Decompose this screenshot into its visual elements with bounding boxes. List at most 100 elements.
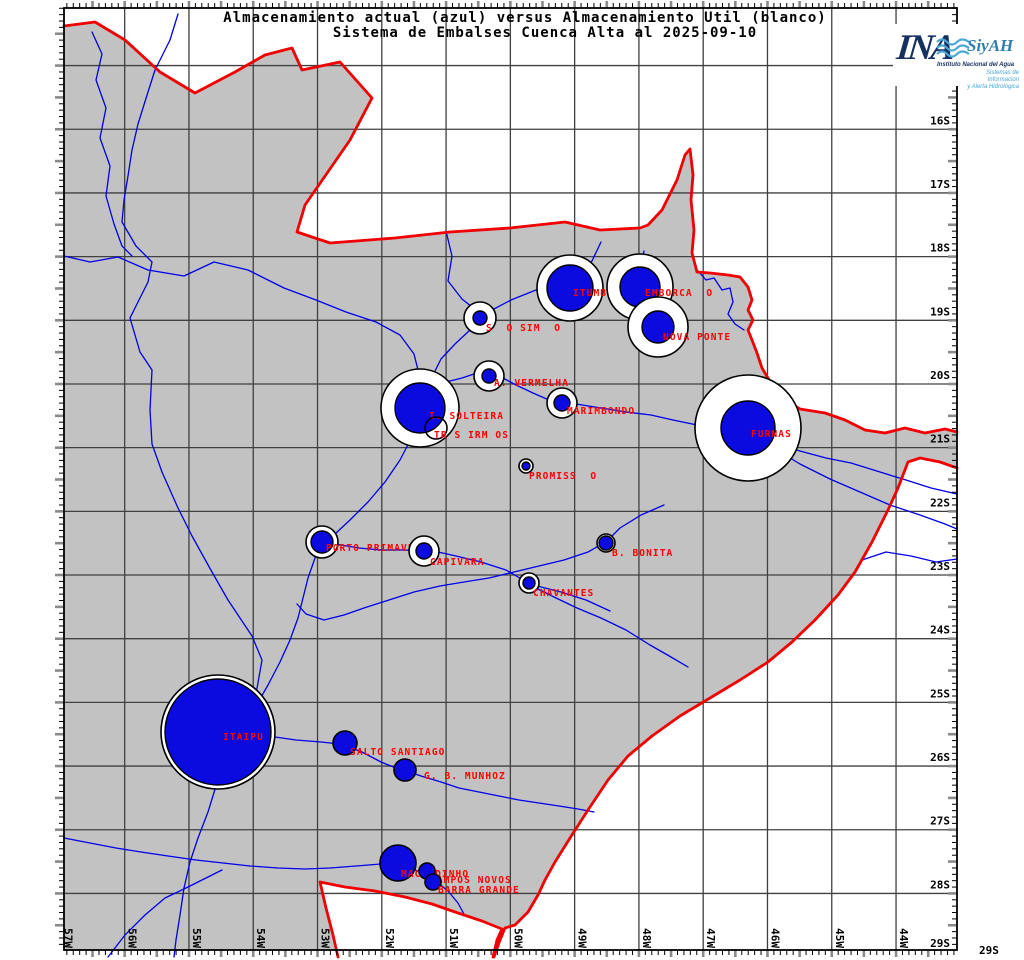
reservoir-label: PORTO PRIMAVERA	[326, 543, 428, 554]
siyah-logo-subtitle: Sistemas de Información y Alerta Hidrológ…	[967, 70, 1019, 90]
lon-label-52W: 52W	[383, 928, 396, 948]
reservoir-label: ITUMBIARA	[573, 288, 634, 299]
river	[324, 541, 611, 612]
reservoir-i-solteira: I. SOLTEIRA	[380, 368, 503, 448]
lon-label-45W: 45W	[833, 928, 846, 948]
lat-label-20S: 20S	[930, 369, 950, 382]
storage-current-marker	[522, 576, 536, 590]
reservoir-a-vermelha: A. VERMELHA	[473, 360, 569, 392]
reservoir-promiss-o: PROMISS O	[518, 458, 597, 482]
ina-logo-subtitle: Instituto Nacional del Agua	[937, 62, 1015, 68]
reservoir-b-bonita: B. BONITA	[596, 533, 673, 559]
lat-label-21S: 21S	[930, 433, 950, 446]
reservoir-label: S O SIM O	[486, 323, 561, 334]
reservoir-label: BARRA GRANDE	[438, 885, 520, 896]
reservoir-label: ITAIPU	[223, 732, 264, 743]
lon-label-51W: 51W	[447, 928, 460, 948]
river	[107, 869, 223, 958]
reservoir-label: FURNAS	[751, 429, 792, 440]
storage-current-marker	[379, 844, 417, 882]
storage-current-marker	[415, 542, 433, 560]
lat-label-17S: 17S	[930, 178, 950, 191]
outside-basin-south-notch	[320, 882, 502, 957]
reservoir-furnas: FURNAS	[694, 374, 802, 482]
lon-label-49W: 49W	[576, 928, 589, 948]
reservoir-barra-grande: BARRA GRANDE	[424, 873, 520, 896]
lon-label-55W: 55W	[190, 928, 203, 948]
storage-capacity-marker	[424, 416, 448, 440]
lon-label-44W: 44W	[897, 928, 910, 948]
siyah-logo-text: SiyAH	[967, 36, 1014, 55]
storage-current-marker	[424, 873, 442, 891]
storage-current-marker	[553, 394, 571, 412]
river	[121, 13, 263, 727]
river	[63, 255, 421, 401]
lat-label-28S: 28S	[930, 878, 950, 891]
lon-label-50W: 50W	[511, 928, 524, 948]
basin-boundary	[492, 456, 959, 959]
lat-label-16S: 16S	[930, 114, 950, 127]
river	[91, 31, 133, 257]
reservoir-itaipu: ITAIPU	[160, 674, 276, 790]
reservoir-label: EMBORCA O	[645, 288, 713, 299]
storage-current-marker	[332, 730, 358, 756]
title-line2: Sistema de Embalses Cuenca Alta al 2025-…	[333, 25, 757, 41]
reservoir-label: B. BONITA	[612, 548, 673, 559]
storage-current-marker	[472, 310, 488, 326]
lat-label-23S: 23S	[930, 560, 950, 573]
reservoir-itumbiara: ITUMBIARA	[536, 254, 634, 322]
reservoir-label: TR S IRM OS	[434, 430, 509, 441]
lat-label-27S: 27S	[930, 815, 950, 828]
lon-label-46W: 46W	[768, 928, 781, 948]
reservoir-g-b-munhoz: G. B. MUNHOZ	[393, 758, 506, 782]
lat-label-18S: 18S	[930, 242, 950, 255]
reservoir-label: G. B. MUNHOZ	[424, 771, 506, 782]
title-line1: Almacenamiento actual (azul) versus Alma…	[223, 10, 826, 26]
reservoir-label: SALTO SANTIAGO	[350, 747, 445, 758]
lon-label-53W: 53W	[319, 928, 332, 948]
reservoir-label: PROMISS O	[529, 471, 597, 482]
reservoir-label: CAPIVARA	[430, 557, 485, 568]
reservoir-label: NOVA PONTE	[663, 332, 731, 343]
lat-label-25S: 25S	[930, 687, 950, 700]
lon-label-47W: 47W	[704, 928, 717, 948]
reservoir-nova-ponte: NOVA PONTE	[627, 296, 731, 358]
storage-current-marker	[394, 382, 446, 434]
reservoir-salto-santiago: SALTO SANTIAGO	[332, 730, 445, 758]
reservoir-label: CAMPOS NOVOS	[430, 875, 512, 886]
storage-current-marker	[310, 530, 334, 554]
lat-label-22S: 22S	[930, 496, 950, 509]
storage-current-marker	[720, 400, 776, 456]
lon-label-57W: 57W	[61, 928, 74, 948]
reservoir-label: CHAVANTES	[533, 588, 594, 599]
lat-label-24S: 24S	[930, 624, 950, 637]
wave-icon	[936, 38, 970, 58]
map-frame	[63, 7, 958, 951]
river	[239, 732, 595, 813]
reservoir-porto-primavera: PORTO PRIMAVERA	[305, 525, 428, 559]
lat-label-corner: 29S	[979, 944, 999, 957]
axis-label-layer: 16S 17S 18S 19S 20S 21S 22S 23S 24S 25S 26S 27S 28S 2…	[61, 114, 998, 957]
lon-label-54W: 54W	[254, 928, 267, 948]
lat-label-29S: 29S	[930, 937, 950, 950]
river	[173, 785, 217, 958]
reservoir-tr-s-irm-os: TR S IRM OS	[424, 416, 509, 441]
ina-logo: INA SiyAH Instituto Nacional del Agua Si…	[893, 24, 1022, 90]
reservoir-s-o-sim-o: S O SIM O	[463, 301, 561, 335]
river	[861, 551, 958, 563]
map-title: Almacenamiento actual (azul) versus Alma…	[223, 10, 826, 41]
river	[232, 411, 421, 730]
lon-label-56W: 56W	[126, 928, 139, 948]
storage-current-marker	[481, 368, 497, 384]
reservoir-label: A. VERMELHA	[494, 378, 569, 389]
grid-layer	[64, 8, 957, 950]
storage-current-marker	[641, 310, 675, 344]
lon-label-48W: 48W	[640, 928, 653, 948]
river	[531, 585, 689, 668]
basin-boundary	[318, 880, 504, 959]
lat-label-26S: 26S	[930, 751, 950, 764]
reservoir-chavantes: CHAVANTES	[518, 572, 594, 599]
storage-current-marker	[598, 535, 614, 551]
lat-label-19S: 19S	[930, 305, 950, 318]
